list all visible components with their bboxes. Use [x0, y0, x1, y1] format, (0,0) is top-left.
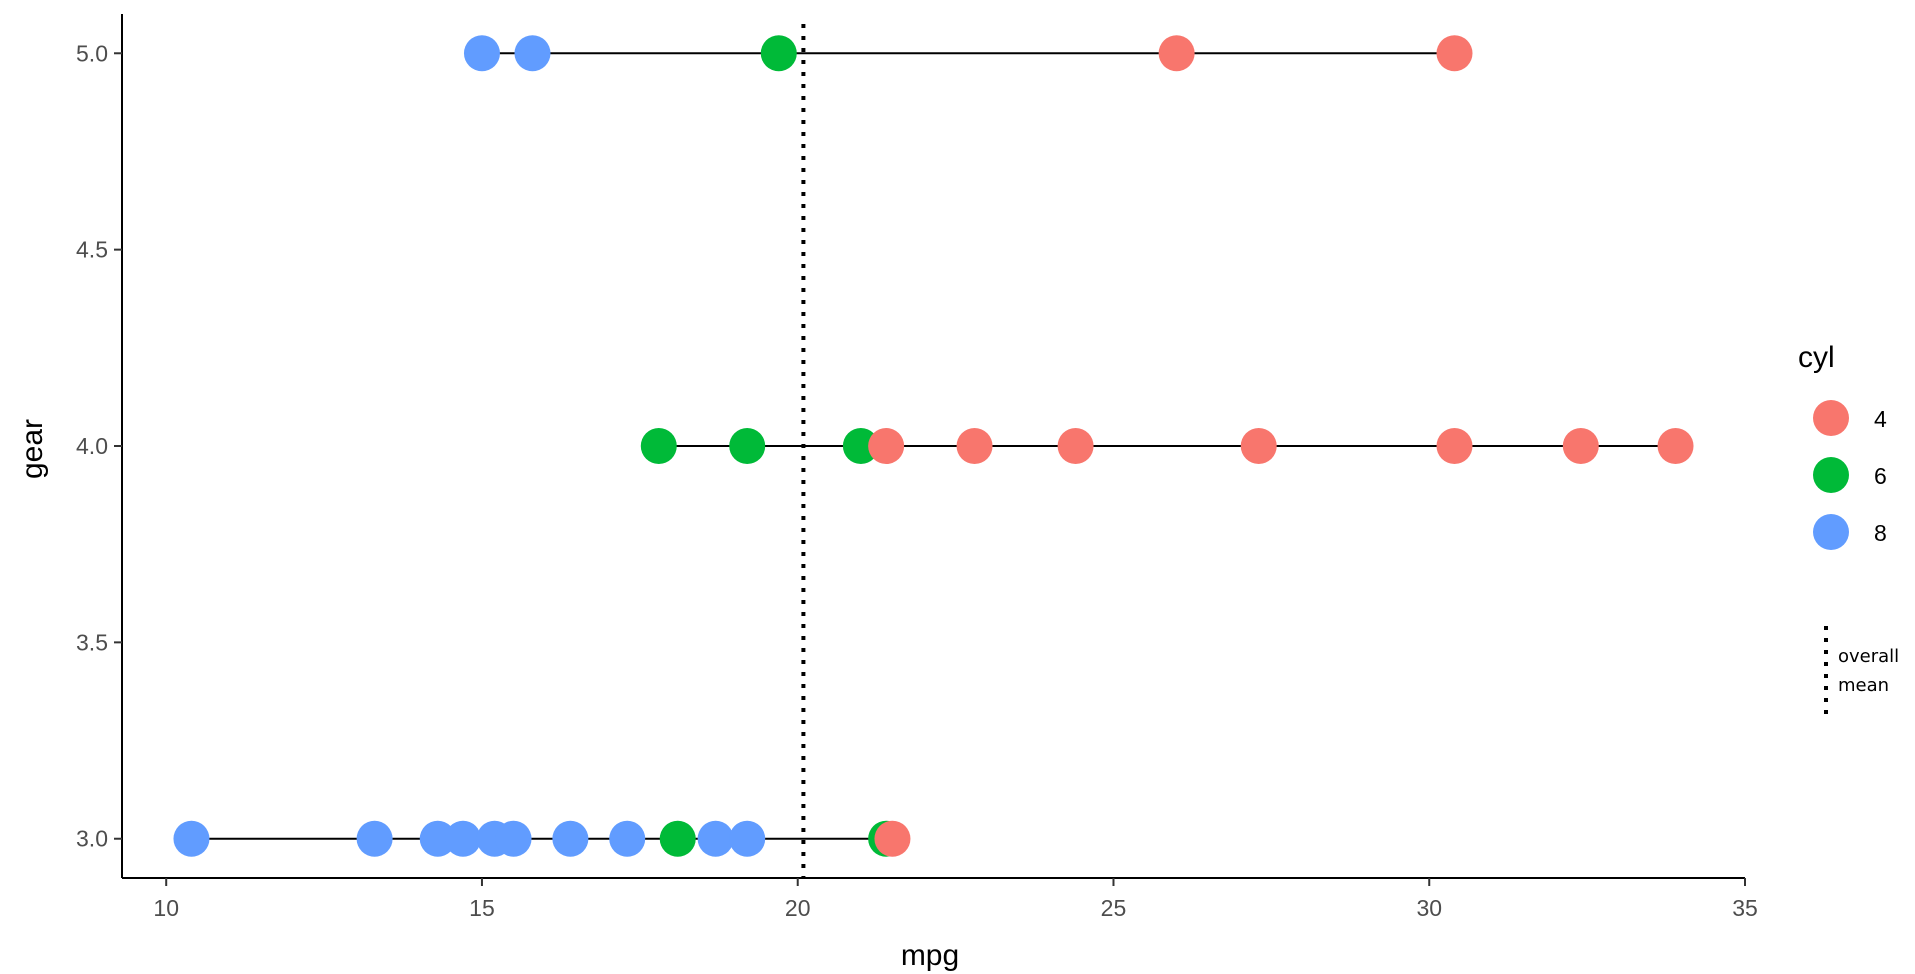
- y-tick-label: 5.0: [76, 40, 108, 66]
- legend-label-6: 6: [1874, 463, 1887, 489]
- y-tick-label: 3.0: [76, 826, 108, 852]
- y-tick-label: 4.0: [76, 433, 108, 459]
- x-axis-title: mpg: [901, 939, 959, 972]
- x-tick-label: 35: [1732, 895, 1758, 921]
- point-cyl-8: [697, 820, 734, 857]
- y-tick-label: 3.5: [76, 629, 108, 655]
- legend-key-4: [1813, 400, 1849, 436]
- point-cyl-8: [514, 35, 551, 72]
- point-cyl-4: [1436, 35, 1473, 72]
- point-cyl-6: [760, 35, 797, 72]
- legend-title: cyl: [1798, 341, 1835, 374]
- point-cyl-6: [659, 820, 696, 857]
- point-cyl-4: [1562, 428, 1599, 464]
- point-cyl-4: [956, 428, 993, 464]
- x-tick-label: 30: [1416, 895, 1442, 921]
- data-points: [173, 35, 1694, 857]
- point-cyl-4: [1158, 35, 1195, 72]
- legend-label-4: 4: [1874, 406, 1887, 432]
- y-axis-title: gear: [16, 419, 49, 479]
- range-lines: [191, 52, 1676, 840]
- point-cyl-4: [874, 820, 911, 857]
- mean-legend: overall mean: [1824, 626, 1899, 716]
- point-cyl-6: [842, 428, 879, 464]
- point-cyl-4: [1057, 428, 1094, 464]
- legend-key-8: [1813, 514, 1849, 550]
- point-cyl-8: [445, 820, 482, 857]
- point-cyl-8: [173, 820, 210, 857]
- point-cyl-6: [729, 428, 766, 464]
- point-cyl-8: [463, 35, 500, 72]
- point-cyl-8: [729, 820, 766, 857]
- mean-legend-label: overall: [1838, 646, 1899, 667]
- point-cyl-8: [552, 820, 589, 857]
- point-cyl-4: [868, 428, 905, 464]
- x-tick-label: 15: [469, 895, 495, 921]
- x-tick-label: 10: [153, 895, 179, 921]
- legend-key-6: [1813, 457, 1849, 493]
- legend: cyl 4 6 8: [1798, 341, 1887, 550]
- point-cyl-8: [495, 820, 532, 857]
- x-tick-label: 25: [1101, 895, 1127, 921]
- point-cyl-6: [640, 428, 677, 464]
- mean-legend-label: mean: [1838, 675, 1889, 696]
- point-cyl-4: [1657, 428, 1694, 464]
- axes: 10 15 20 25 30 35 3.0 3.5 4.0 4.5 5.0: [76, 14, 1758, 921]
- point-cyl-8: [419, 820, 456, 857]
- point-cyl-4: [1240, 428, 1277, 464]
- y-tick-label: 4.5: [76, 237, 108, 263]
- point-cyl-8: [356, 820, 393, 857]
- point-cyl-8: [609, 820, 646, 857]
- point-cyl-4: [1436, 428, 1473, 464]
- legend-label-8: 8: [1874, 520, 1887, 546]
- x-tick-label: 20: [785, 895, 811, 921]
